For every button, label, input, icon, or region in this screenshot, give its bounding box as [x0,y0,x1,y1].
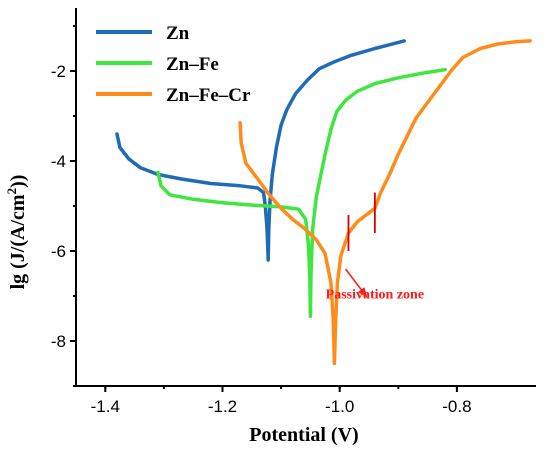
passivation-label: Passivation zone [326,287,424,302]
y-tick-label-3: -4 [51,152,66,171]
y-tick-label-4: -2 [51,62,66,81]
axes-layer: -1.4 -1.2 -1.0 -0.8 -8 -6 -4 -2 [51,8,536,416]
x-tick-label-2: -1.2 [208,397,237,416]
legend-label-3: Zn–Fe–Cr [166,85,251,106]
passivation-arrow [344,268,368,298]
annotation-layer: Passivation zone [326,192,424,302]
legend-label-2: Zn–Fe [166,54,219,75]
x-axis-title: Potential (V) [249,424,358,446]
series-line-3 [238,39,532,366]
legend-label-1: Zn [166,23,190,44]
series-line-1 [115,39,406,262]
x-tick-label-3: -1.0 [325,397,354,416]
y-axis-title-tail: )) [7,175,29,188]
y-axis-title-sup: 2 [4,188,19,195]
x-tick-label-1: -1.4 [91,397,120,416]
y-axis-title-main: lg (J/(A/cm [7,194,29,289]
x-tick-label-4: -0.8 [442,397,471,416]
y-axis-title: lg (J/(A/cm2)) [4,175,29,290]
y-tick-label-1: -8 [51,332,66,351]
series-line-2 [156,67,447,319]
y-tick-label-2: -6 [51,242,66,261]
legend: Zn Zn–Fe Zn–Fe–Cr [96,23,251,106]
